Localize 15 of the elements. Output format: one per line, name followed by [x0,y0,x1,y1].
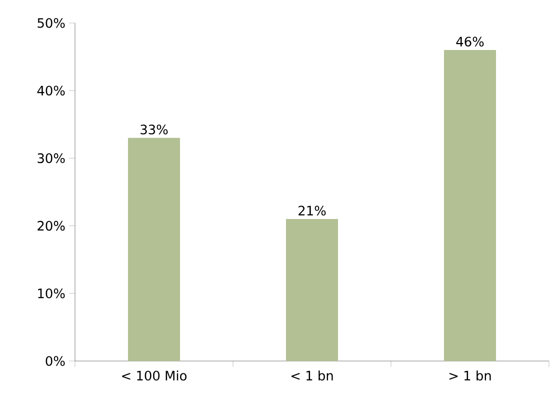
y-tick-label: 30% [38,153,65,164]
bar [286,219,338,361]
y-tick-label: 10% [38,288,65,298]
x-tick-label: < 1 bn [292,370,333,381]
x-tick-label: > 1 bn [450,370,491,381]
y-tick-label: 50% [38,18,65,28]
y-tick-label: 20% [38,220,65,231]
x-tick-label: < 100 Mio [122,370,187,381]
data-label: 33% [140,124,168,134]
y-tick-label: 0% [46,356,65,366]
bar [128,138,180,361]
data-label: 46% [456,36,484,47]
data-label: 21% [298,206,326,216]
bar [444,50,496,361]
y-tick-label: 40% [37,86,65,96]
